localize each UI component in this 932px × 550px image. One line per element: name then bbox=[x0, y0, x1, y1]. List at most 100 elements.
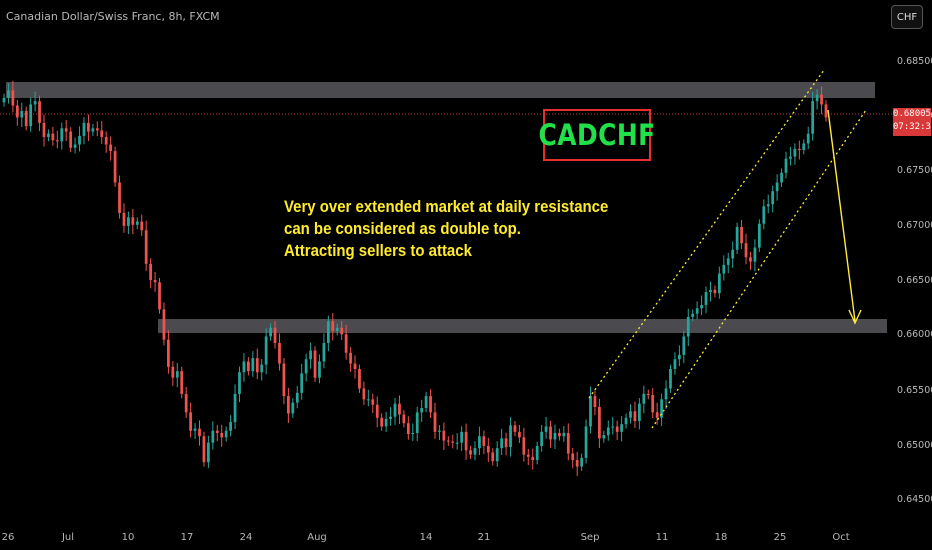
candle-body bbox=[762, 206, 766, 224]
candle bbox=[295, 385, 299, 409]
candle-body bbox=[806, 133, 810, 144]
candle-body bbox=[202, 436, 206, 463]
candle bbox=[646, 389, 650, 400]
candle bbox=[700, 295, 703, 316]
candle bbox=[304, 353, 308, 382]
candle bbox=[175, 362, 179, 388]
candle bbox=[202, 431, 206, 467]
candle-body bbox=[220, 432, 224, 438]
candle bbox=[375, 396, 379, 428]
candle-body bbox=[660, 399, 663, 418]
resistance-zone bbox=[6, 82, 875, 98]
chart-title: Canadian Dollar/Swiss Franc, 8h, FXCM bbox=[6, 10, 220, 23]
price-tick-label: 0.64500 bbox=[897, 494, 932, 505]
candle-body bbox=[549, 426, 552, 440]
candle-body bbox=[398, 403, 401, 415]
candle bbox=[455, 433, 459, 450]
candle bbox=[286, 387, 290, 423]
candle-body bbox=[158, 282, 161, 310]
candle-body bbox=[24, 110, 28, 127]
candle bbox=[144, 220, 148, 271]
candle bbox=[171, 361, 175, 386]
channel-lower-line[interactable] bbox=[651, 109, 867, 429]
candle-body bbox=[7, 90, 10, 98]
candle-body bbox=[669, 368, 672, 389]
candle bbox=[509, 417, 512, 457]
candle-body bbox=[82, 122, 86, 136]
candle-body bbox=[393, 403, 397, 417]
candle-body bbox=[691, 313, 695, 317]
candle-body bbox=[95, 128, 99, 131]
candle bbox=[344, 324, 348, 360]
candle bbox=[389, 407, 392, 426]
candle-body bbox=[562, 432, 566, 437]
candle bbox=[78, 126, 81, 152]
candle-body bbox=[304, 359, 308, 374]
time-tick-label: 24 bbox=[240, 532, 253, 543]
candle-body bbox=[326, 321, 330, 343]
projection-arrow[interactable] bbox=[827, 109, 862, 325]
candle bbox=[722, 255, 726, 281]
support-zone bbox=[158, 319, 887, 333]
candle-body bbox=[553, 432, 557, 440]
candle bbox=[691, 309, 695, 322]
candle-body bbox=[242, 361, 246, 373]
candle bbox=[207, 435, 210, 468]
candle bbox=[451, 434, 455, 449]
candle-body bbox=[211, 430, 215, 443]
candle bbox=[33, 91, 37, 112]
candle-body bbox=[615, 426, 619, 432]
candle bbox=[140, 214, 144, 236]
candle bbox=[313, 346, 317, 382]
symbol-label-box[interactable]: CADCHF bbox=[538, 109, 655, 161]
candle-body bbox=[624, 417, 628, 425]
candle bbox=[815, 89, 819, 110]
trend-channel[interactable] bbox=[588, 69, 867, 429]
currency-button[interactable]: CHF bbox=[891, 5, 923, 29]
candle bbox=[686, 308, 690, 347]
candle bbox=[642, 385, 646, 414]
candle bbox=[211, 421, 215, 450]
candle bbox=[7, 83, 10, 104]
time-tick-label: 26 bbox=[2, 532, 15, 543]
candle bbox=[482, 430, 486, 455]
time-tick-label: Sep bbox=[581, 532, 600, 543]
candle bbox=[131, 208, 135, 235]
candle-body bbox=[318, 361, 321, 378]
candle bbox=[135, 217, 139, 230]
candle-body bbox=[389, 416, 392, 419]
candle-body bbox=[260, 364, 264, 373]
time-tick-label: 18 bbox=[715, 532, 728, 543]
candle bbox=[673, 352, 677, 375]
time-axis[interactable]: 26 Jul 10 17 24 Aug 14 21 Sep 11 18 25 Oct bbox=[2, 532, 850, 543]
candle-body bbox=[531, 456, 535, 461]
candle-body bbox=[713, 289, 717, 294]
candle bbox=[269, 323, 272, 341]
candle-body bbox=[620, 424, 623, 432]
candle bbox=[60, 122, 64, 150]
candle-body bbox=[638, 403, 641, 422]
annotation-text[interactable]: Very over extended market at daily resis… bbox=[284, 196, 608, 262]
candle bbox=[238, 366, 241, 403]
candle-body bbox=[69, 131, 73, 148]
channel-upper-line[interactable] bbox=[588, 69, 825, 399]
candle-body bbox=[709, 289, 712, 293]
candle bbox=[309, 342, 312, 369]
candle bbox=[740, 220, 743, 249]
candle bbox=[638, 398, 641, 430]
candle bbox=[753, 239, 757, 272]
candle-body bbox=[131, 217, 135, 225]
candle-body bbox=[544, 426, 548, 432]
candle bbox=[184, 386, 188, 418]
support-zone-rect[interactable] bbox=[158, 319, 887, 333]
candle-body bbox=[175, 371, 179, 378]
arrow-shaft[interactable] bbox=[827, 109, 856, 322]
candle bbox=[55, 130, 59, 149]
candle bbox=[384, 411, 388, 433]
candle bbox=[331, 313, 335, 341]
resistance-zone-rect[interactable] bbox=[6, 82, 875, 98]
